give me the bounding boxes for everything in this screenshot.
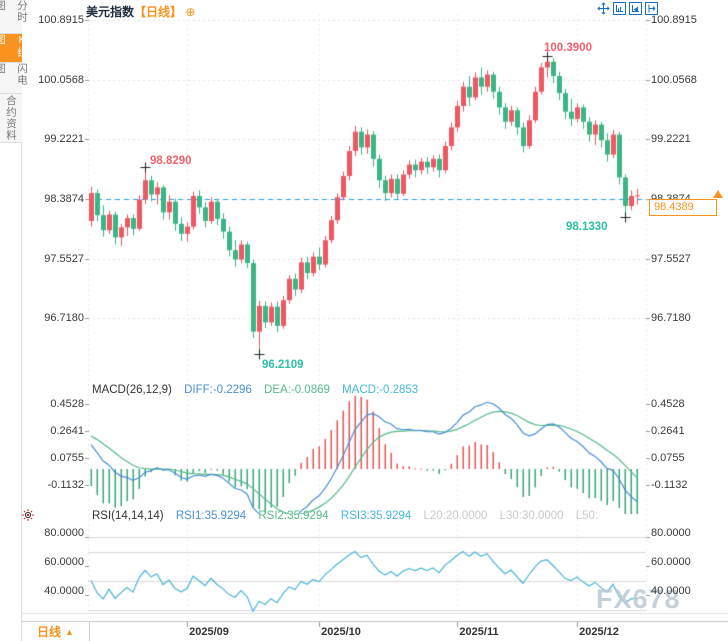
y-axis-label: 100.0568 xyxy=(651,74,697,86)
y-axis-label: -0.1132 xyxy=(651,479,688,491)
y-axis-label: 80.0000 xyxy=(44,527,84,539)
rsi-header: RSI(14,14,14) RSI1:35.9294 RSI2:35.9294 … xyxy=(92,510,598,522)
period-label: 【日线】 xyxy=(134,5,183,19)
rsi3-value: RSI3:35.9294 xyxy=(340,510,412,522)
y-axis-label: 99.2221 xyxy=(651,133,691,145)
macd-macd-value: MACD:-0.2853 xyxy=(342,384,419,396)
y-axis-label: 96.7180 xyxy=(44,312,84,324)
y-axis-label: 0.4528 xyxy=(50,398,84,410)
y-axis-label: 99.2221 xyxy=(44,133,84,145)
period-dropdown-label: 日线 xyxy=(37,625,62,639)
sidebar-tab-contract-info[interactable]: 合约资料 xyxy=(0,94,22,143)
marker-high-label: 98.8290 xyxy=(150,155,192,167)
move-crosshair-icon[interactable] xyxy=(597,2,610,15)
current-price-tag: 98.4389 xyxy=(649,199,717,216)
y-axis-label: 0.4528 xyxy=(651,398,685,410)
marker-low-label: 98.1330 xyxy=(566,221,608,233)
sidebar-tab-label: 合约资料 xyxy=(5,95,17,141)
macd-header: MACD(26,12,9) DIFF:-0.2296 DEA:-0.0869 M… xyxy=(92,384,418,396)
chart-title: 美元指数【日线】 ⊕ xyxy=(86,3,195,20)
y-axis-label: 0.2641 xyxy=(651,425,685,437)
symbol-name: 美元指数 xyxy=(86,5,135,19)
sidebar: 分时图 K线图 闪电图 合约资料 xyxy=(0,0,28,641)
y-axis-label: 97.5527 xyxy=(44,253,84,265)
x-axis-date-label: 2025/11 xyxy=(459,626,499,638)
macd-diff-value: DIFF:-0.2296 xyxy=(184,384,252,396)
macd-dea-value: DEA:-0.0869 xyxy=(264,384,330,396)
x-axis-date-label: 2025/12 xyxy=(579,626,619,638)
y-axis-label: 100.8915 xyxy=(38,14,84,26)
x-axis-date-label: 2025/10 xyxy=(321,626,361,638)
dropdown-arrow-icon: ▲ xyxy=(65,626,74,637)
y-axis-label: 60.0000 xyxy=(651,556,691,568)
sidebar-tab-kline-chart[interactable]: K线图 xyxy=(0,34,28,63)
sidebar-tab-flash-chart[interactable]: 闪电图 xyxy=(0,63,28,94)
y-axis-label: 80.0000 xyxy=(651,527,691,539)
y-axis-label: 60.0000 xyxy=(44,556,84,568)
sidebar-tab-label: 闪电图 xyxy=(0,63,28,86)
y-axis-label: 40.0000 xyxy=(44,585,84,597)
marker-high-label: 100.3900 xyxy=(544,42,592,54)
y-axis-label: 0.0755 xyxy=(651,452,685,464)
rsi-l30-value: L30:30.0000 xyxy=(499,510,564,522)
y-axis-label: 0.0755 xyxy=(50,452,84,464)
rsi-l20-value: L20:20.0000 xyxy=(423,510,488,522)
y-axis-label: 100.0568 xyxy=(38,74,84,86)
y-axis-label: 98.3874 xyxy=(44,193,84,205)
y-axis-label: -0.1132 xyxy=(47,479,85,491)
watermark: FX678 xyxy=(596,584,681,614)
chart-toolbar xyxy=(597,2,658,15)
y-axis-label: 0.2641 xyxy=(50,425,84,437)
x-axis-date-label: 2025/09 xyxy=(189,626,229,638)
axis-play-icon[interactable] xyxy=(629,2,642,15)
rsi-name: RSI(14,14,14) xyxy=(92,510,164,522)
y-axis-label: 97.5527 xyxy=(651,253,691,265)
macd-name: MACD(26,12,9) xyxy=(92,384,172,396)
marker-low-label: 96.2109 xyxy=(262,359,304,371)
indicator-settings-icon[interactable] xyxy=(21,508,35,522)
y-axis-label: 100.8915 xyxy=(651,14,697,26)
rsi2-value: RSI2:35.9294 xyxy=(258,510,329,522)
price-up-arrow-icon xyxy=(713,190,723,198)
y-axis-label: 96.7180 xyxy=(651,312,691,324)
pan-right-icon[interactable] xyxy=(645,2,658,15)
axis-scale-icon[interactable] xyxy=(613,2,626,15)
y-axis-label: 40.0000 xyxy=(651,585,691,597)
period-dropdown[interactable]: 日线 ▲ xyxy=(22,622,90,641)
sidebar-tab-label: 分时图 xyxy=(0,0,28,23)
sidebar-tab-label: K线图 xyxy=(0,34,28,59)
rsi-l50-value: L50: xyxy=(575,510,599,522)
rsi1-value: RSI1:35.9294 xyxy=(175,510,247,522)
sidebar-tab-time-chart[interactable]: 分时图 xyxy=(0,0,28,34)
add-indicator-icon[interactable]: ⊕ xyxy=(185,5,196,19)
